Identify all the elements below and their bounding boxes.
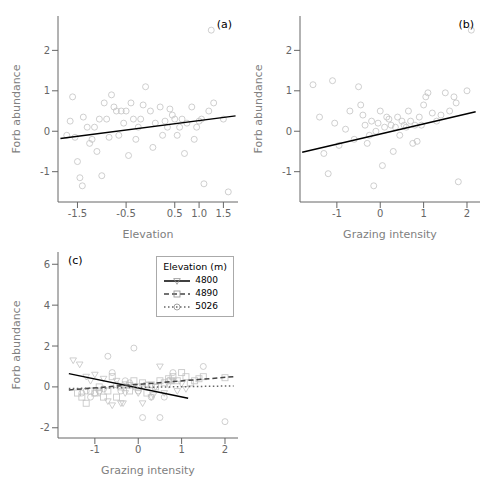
svg-text:-1: -1 — [90, 444, 100, 455]
svg-text:-1: -1 — [282, 166, 292, 177]
svg-text:-1.5: -1.5 — [68, 208, 88, 219]
html-text:(a): (a) — [216, 18, 232, 31]
svg-text:Grazing intensity: Grazing intensity — [343, 228, 437, 241]
svg-text:0: 0 — [286, 126, 292, 137]
svg-text:2: 2 — [44, 341, 50, 352]
svg-text:1.5: 1.5 — [215, 208, 231, 219]
svg-text:0: 0 — [44, 126, 50, 137]
svg-text:2: 2 — [222, 444, 228, 455]
svg-text:2: 2 — [286, 45, 292, 56]
svg-text:Forb abundance: Forb abundance — [10, 300, 23, 389]
svg-text:1: 1 — [178, 444, 184, 455]
svg-text:0: 0 — [44, 381, 50, 392]
svg-text:-1: -1 — [40, 166, 50, 177]
svg-text:2: 2 — [464, 208, 470, 219]
svg-text:-2: -2 — [40, 422, 50, 433]
svg-text:-0.5: -0.5 — [116, 208, 136, 219]
svg-text:-1: -1 — [332, 208, 342, 219]
html-text:5026: 5026 — [195, 301, 219, 311]
svg-text:1: 1 — [44, 85, 50, 96]
svg-text:1.0: 1.0 — [191, 208, 207, 219]
svg-text:Forb abundance: Forb abundance — [10, 64, 23, 153]
svg-text:Forb abundance: Forb abundance — [252, 64, 265, 153]
svg-text:Grazing intensity: Grazing intensity — [101, 464, 195, 477]
html-text:4800: 4800 — [195, 275, 219, 285]
svg-text:0: 0 — [135, 444, 141, 455]
svg-text:6: 6 — [44, 259, 50, 270]
svg-text:1: 1 — [420, 208, 426, 219]
svg-text:0: 0 — [377, 208, 383, 219]
svg-text:4: 4 — [44, 300, 50, 311]
svg-text:1: 1 — [286, 85, 292, 96]
html-text:(b): (b) — [458, 18, 474, 31]
svg-text:Elevation: Elevation — [122, 228, 173, 241]
svg-text:0.5: 0.5 — [167, 208, 183, 219]
html-text:(c): (c) — [68, 254, 83, 267]
html-text:Elevation (m): Elevation (m) — [163, 261, 227, 272]
html-text:4890: 4890 — [195, 288, 219, 298]
svg-text:2: 2 — [44, 45, 50, 56]
